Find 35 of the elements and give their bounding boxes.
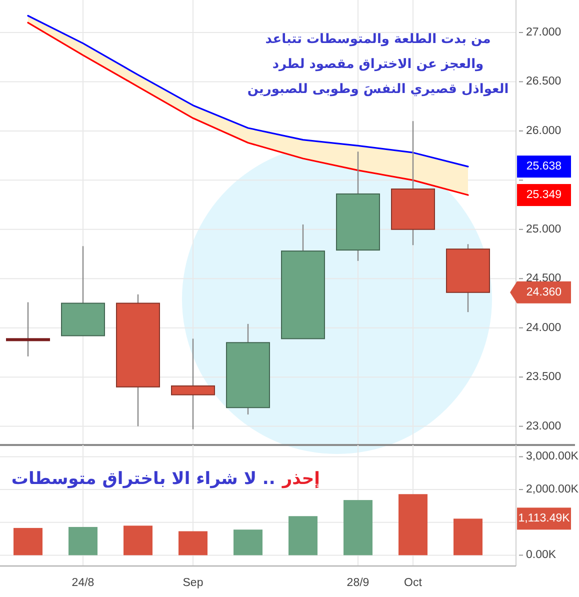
bar xyxy=(234,530,262,556)
text: 25.638 xyxy=(526,160,562,173)
annotation: العواذل قصيري النفسَ وطوبى للصبورين xyxy=(247,82,509,97)
bar xyxy=(68,526,98,556)
bar xyxy=(14,528,42,556)
annotation: والعجز عن الاختراق مقصود لطرد xyxy=(272,57,484,72)
y-tick-label: 23.500 xyxy=(526,371,562,384)
bar xyxy=(178,531,208,556)
candlestick xyxy=(6,302,50,357)
x-tick-label: 24/8 xyxy=(72,577,94,589)
y-tick-label: 0.00K xyxy=(526,549,556,562)
y-tick-label: 2,000.00K xyxy=(526,484,579,496)
x-tick-label: Oct xyxy=(404,577,423,589)
y-tick-label: 24.000 xyxy=(526,322,562,334)
text: 24.360 xyxy=(526,286,562,298)
annotation: .. لا شراء الا باختراق متوسطات xyxy=(11,469,276,489)
bar xyxy=(124,526,152,556)
y-tick-label: 26.500 xyxy=(526,76,562,88)
bar xyxy=(344,500,372,556)
bar xyxy=(398,494,428,556)
y-tick-label: 25.000 xyxy=(526,223,562,236)
text: 1,113.49K xyxy=(518,512,570,525)
y-tick-label: 26.000 xyxy=(526,124,562,137)
y-tick-label: 23.000 xyxy=(526,420,562,432)
text: 25.349 xyxy=(526,189,562,202)
bar xyxy=(288,516,318,556)
annotation: إحذر xyxy=(281,469,320,489)
y-tick-label: 27.000 xyxy=(526,26,562,38)
x-tick-label: 28/9 xyxy=(346,577,370,589)
annotation: من بدت الطلعة والمتوسطات تتباعد xyxy=(265,32,491,47)
x-tick-label: Sep xyxy=(182,577,204,589)
y-tick-label: 24.500 xyxy=(526,272,562,285)
y-tick-label: 3,000.00K xyxy=(526,450,579,463)
candlestick xyxy=(171,338,215,430)
bar xyxy=(454,518,482,556)
